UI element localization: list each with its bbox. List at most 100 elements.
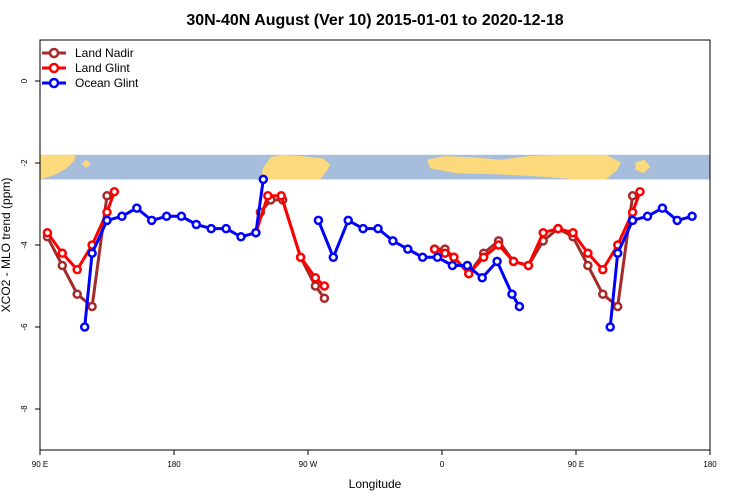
data-point <box>87 248 97 258</box>
data-point <box>388 236 398 246</box>
data-point <box>161 211 172 222</box>
data-point <box>236 232 246 242</box>
data-point <box>598 289 608 299</box>
legend-label: Ocean Glint <box>75 76 139 90</box>
data-point <box>635 186 645 197</box>
data-point <box>493 240 504 250</box>
y-axis: 0 -2 -4 -6 -8 <box>20 78 40 413</box>
data-point <box>538 227 548 238</box>
series-line <box>317 218 521 308</box>
data-point <box>429 244 440 254</box>
data-point <box>477 273 487 283</box>
map-land <box>40 154 76 180</box>
data-point <box>191 219 202 230</box>
data-point <box>102 215 112 226</box>
data-point <box>627 215 638 226</box>
data-point <box>328 252 339 263</box>
x-tick-label: 180 <box>167 460 181 469</box>
data-point <box>627 207 638 217</box>
data-point <box>672 215 682 226</box>
data-point <box>319 281 330 291</box>
x-tick-label: 0 <box>440 460 445 469</box>
data-point <box>102 207 112 217</box>
data-point <box>553 223 563 234</box>
data-point <box>319 293 330 304</box>
data-point <box>478 252 489 263</box>
series-ocean-glint <box>79 174 697 332</box>
data-point <box>310 273 321 283</box>
data-point <box>508 256 519 267</box>
y-tick-label: 0 <box>20 78 29 83</box>
data-point <box>42 227 53 238</box>
legend-marker <box>48 77 60 89</box>
x-tick-label: 90 W <box>299 460 318 469</box>
data-point <box>642 211 653 222</box>
x-axis-label: Longitude <box>349 477 402 491</box>
data-point <box>523 260 534 271</box>
plot-frame <box>39 39 711 451</box>
chart-title: 30N-40N August (Ver 10) 2015-01-01 to 20… <box>186 12 563 29</box>
y-tick-label: -4 <box>20 241 29 249</box>
data-point <box>403 244 413 254</box>
data-point <box>373 223 383 234</box>
map-land <box>427 154 621 180</box>
data-point <box>514 301 525 312</box>
data-point <box>132 203 142 213</box>
data-point <box>295 252 306 263</box>
data-point <box>310 281 321 291</box>
map-land <box>81 159 91 169</box>
data-point <box>117 211 127 222</box>
data-point <box>258 174 269 185</box>
legend-label: Land Glint <box>75 61 130 75</box>
map-land <box>260 154 331 180</box>
data-point <box>432 252 443 263</box>
data-point <box>612 301 623 312</box>
legend-label: Land Nadir <box>75 46 134 60</box>
y-tick-label: -8 <box>20 405 29 413</box>
data-point <box>612 248 623 258</box>
legend-marker <box>48 47 60 59</box>
data-point <box>221 223 231 234</box>
x-tick-label: 90 E <box>568 460 584 469</box>
y-axis-label: XCO2 - MLO trend (ppm) <box>0 178 13 313</box>
x-tick-label: 180 <box>703 460 717 469</box>
data-point <box>687 211 697 222</box>
data-point <box>417 252 428 263</box>
data-point <box>440 248 450 258</box>
data-point <box>447 260 458 271</box>
data-point <box>583 248 593 258</box>
series-land-glint <box>42 186 645 291</box>
data-point <box>146 215 157 226</box>
y-tick-label: -6 <box>20 323 29 331</box>
series-line <box>254 194 326 288</box>
data-point <box>583 260 593 271</box>
data-point <box>57 248 68 258</box>
data-point <box>627 191 638 201</box>
x-axis: 90 E 180 90 W 0 90 E 180 <box>32 450 717 469</box>
data-point <box>464 268 474 279</box>
data-point <box>358 223 368 234</box>
data-point <box>72 264 82 275</box>
data-point <box>57 260 68 271</box>
y-tick-label: -2 <box>20 159 29 167</box>
data-point <box>206 223 216 234</box>
data-point <box>449 252 459 263</box>
series-layer <box>42 174 697 332</box>
data-point <box>605 322 615 332</box>
data-point <box>102 191 112 201</box>
data-point <box>276 191 286 201</box>
data-point <box>568 227 578 238</box>
data-point <box>492 256 502 267</box>
data-point <box>263 191 273 201</box>
data-point <box>87 301 97 312</box>
data-point <box>462 260 473 271</box>
data-point <box>251 227 261 238</box>
data-point <box>598 264 608 275</box>
data-point <box>176 211 187 222</box>
x-tick-label: 90 E <box>32 460 48 469</box>
data-point <box>79 322 90 332</box>
data-point <box>343 215 353 226</box>
data-point <box>109 186 120 197</box>
